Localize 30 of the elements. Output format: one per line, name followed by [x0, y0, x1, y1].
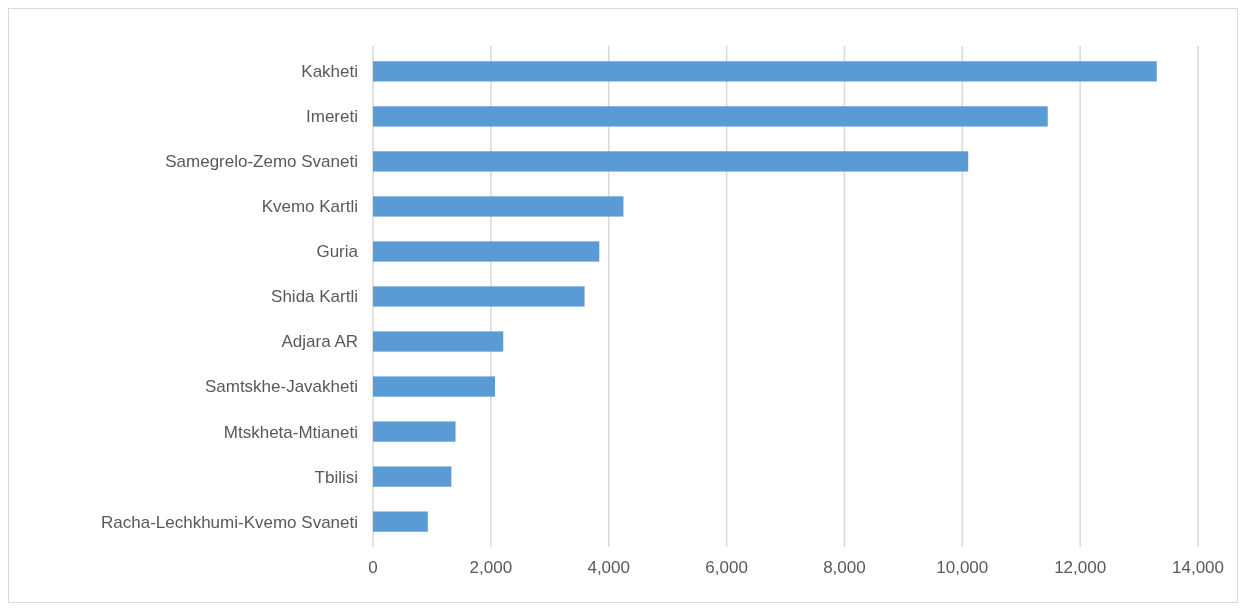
y-tick-label: Adjara AR — [281, 332, 358, 352]
x-tick-label: 0 — [368, 558, 378, 577]
bar — [373, 196, 624, 217]
bar — [373, 61, 1157, 82]
bar — [373, 511, 428, 532]
bar — [373, 241, 600, 262]
y-tick-label: Mtskheta-Mtianeti — [223, 422, 358, 442]
y-tick-label: Samtskhe-Javakheti — [204, 377, 358, 397]
x-tick-label: 2,000 — [469, 558, 513, 577]
y-tick-label: Shida Kartli — [271, 287, 358, 307]
y-tick-label: Samegrelo-Zemo Svaneti — [165, 152, 358, 172]
y-tick-label: Imereti — [306, 107, 358, 127]
bar — [373, 331, 504, 352]
x-tick-label: 12,000 — [1054, 558, 1107, 577]
y-tick-label: Kakheti — [301, 62, 358, 82]
y-tick-label: Tbilisi — [314, 467, 358, 487]
x-tick-label: 10,000 — [936, 558, 989, 577]
bar — [373, 421, 456, 442]
y-tick-label: Kvemo Kartli — [261, 197, 358, 217]
bar — [373, 151, 969, 172]
bar — [373, 376, 495, 397]
bar — [373, 286, 585, 307]
bar — [373, 466, 452, 487]
y-tick-label: Guria — [316, 242, 359, 262]
x-tick-label: 8,000 — [823, 558, 866, 577]
bar — [373, 106, 1048, 127]
y-tick-label: Racha-Lechkhumi-Kvemo Svaneti — [100, 512, 358, 532]
x-tick-label: 6,000 — [705, 558, 748, 577]
x-tick-label: 4,000 — [587, 558, 630, 577]
x-tick-label: 14,000 — [1172, 558, 1224, 577]
